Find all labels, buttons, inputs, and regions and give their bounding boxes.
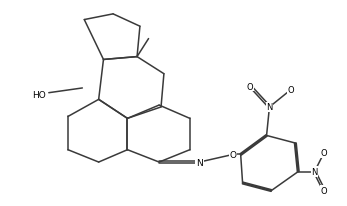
Text: O: O [321,186,328,195]
Text: O: O [287,86,294,95]
Text: N: N [266,103,273,112]
Text: O: O [247,82,254,91]
Text: HO: HO [32,91,46,100]
Text: N: N [196,158,203,167]
Text: N: N [311,167,318,176]
Text: O: O [321,148,328,157]
Text: O: O [229,150,237,159]
